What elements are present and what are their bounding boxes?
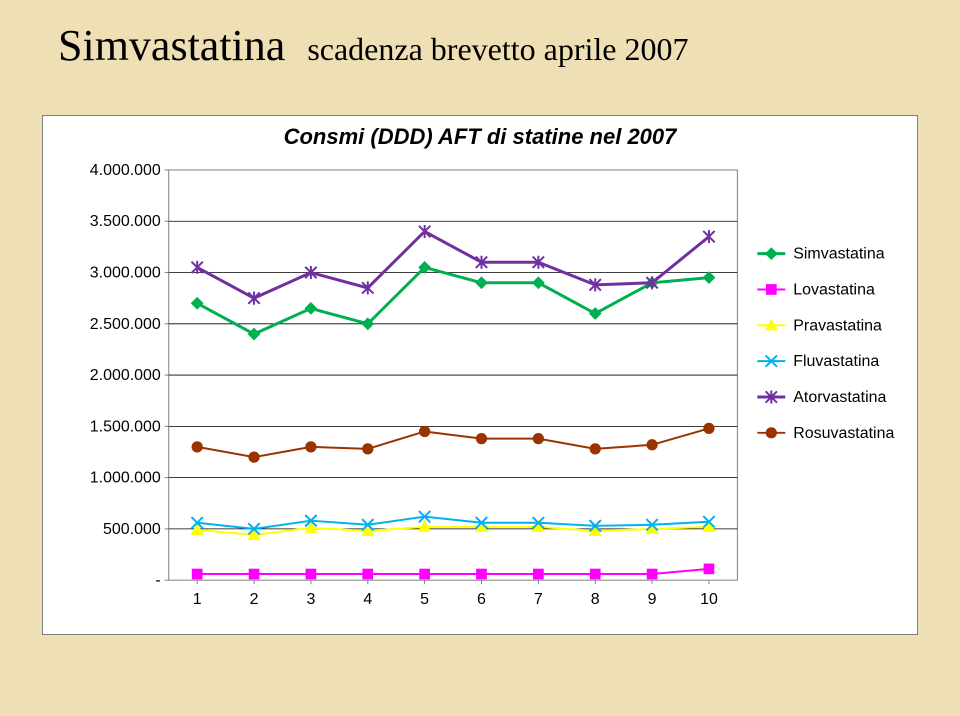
svg-text:1.500.000: 1.500.000 <box>90 418 161 435</box>
svg-text:1: 1 <box>193 591 202 608</box>
svg-text:Atorvastatina: Atorvastatina <box>793 389 886 406</box>
svg-text:1.000.000: 1.000.000 <box>90 470 161 487</box>
chart-svg: - 500.000 1.000.000 1.500.000 2.000.000 2.500… <box>59 164 901 618</box>
svg-text:4: 4 <box>363 591 372 608</box>
chart-panel: Consmi (DDD) AFT di statine nel 2007 - 50… <box>42 115 918 635</box>
svg-text:6: 6 <box>477 591 486 608</box>
svg-text:2.500.000: 2.500.000 <box>90 316 161 333</box>
svg-text:5: 5 <box>420 591 429 608</box>
svg-text:Lovastatina: Lovastatina <box>793 281 875 298</box>
svg-text:2: 2 <box>250 591 259 608</box>
svg-text:7: 7 <box>534 591 543 608</box>
svg-text:9: 9 <box>648 591 657 608</box>
svg-text:8: 8 <box>591 591 600 608</box>
svg-text:2.000.000: 2.000.000 <box>90 367 161 384</box>
svg-text:3.500.000: 3.500.000 <box>90 213 161 230</box>
svg-text:-: - <box>155 572 160 589</box>
svg-text:Fluvastatina: Fluvastatina <box>793 353 879 370</box>
svg-text:4.000.000: 4.000.000 <box>90 164 161 179</box>
svg-text:3: 3 <box>306 591 315 608</box>
title-sub: scadenza brevetto aprile 2007 <box>307 31 688 67</box>
svg-text:10: 10 <box>700 591 718 608</box>
svg-text:Rosuvastatina: Rosuvastatina <box>793 425 894 442</box>
svg-text:3.000.000: 3.000.000 <box>90 265 161 282</box>
svg-text:500.000: 500.000 <box>103 521 161 538</box>
svg-text:Simvastatina: Simvastatina <box>793 246 884 263</box>
chart-area: - 500.000 1.000.000 1.500.000 2.000.000 2.500… <box>59 164 901 618</box>
page-title: Simvastatina scadenza brevetto aprile 20… <box>58 20 688 71</box>
chart-title: Consmi (DDD) AFT di statine nel 2007 <box>43 124 917 150</box>
title-main: Simvastatina <box>58 21 285 70</box>
svg-text:Pravastatina: Pravastatina <box>793 317 882 334</box>
